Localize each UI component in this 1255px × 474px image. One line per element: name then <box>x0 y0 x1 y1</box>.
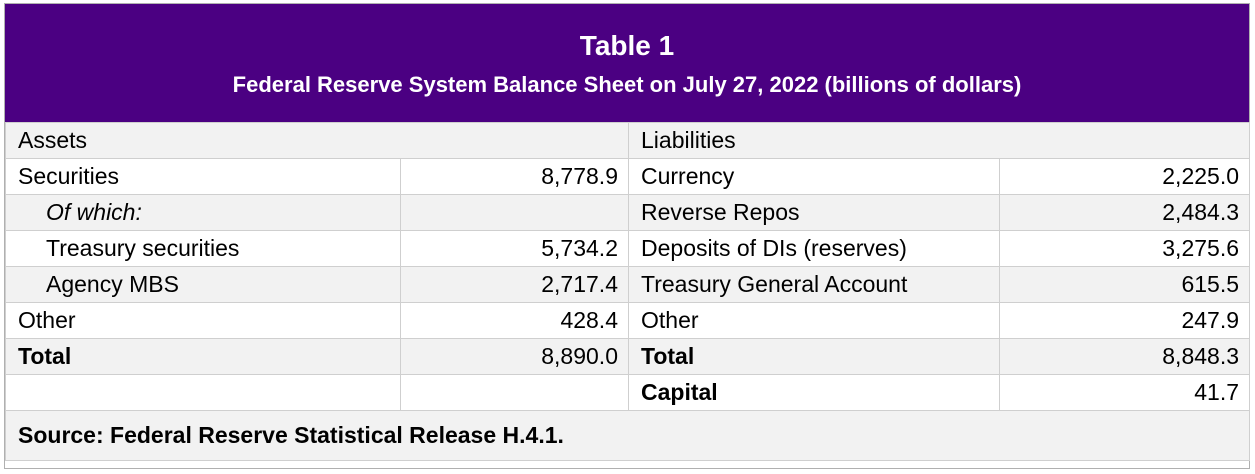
table-subtitle: Federal Reserve System Balance Sheet on … <box>232 72 1022 97</box>
asset-value <box>400 374 629 411</box>
liability-label: Other <box>628 302 1000 339</box>
liability-value: 615.5 <box>998 266 1251 303</box>
liability-value: 2,484.3 <box>998 194 1251 231</box>
table-header: Table 1 Federal Reserve System Balance S… <box>5 4 1249 122</box>
liability-label: Reverse Repos <box>628 194 1000 231</box>
asset-label: Agency MBS <box>5 266 401 303</box>
table-row: Agency MBS 2,717.4 Treasury General Acco… <box>5 266 1251 303</box>
asset-label: Treasury securities <box>5 230 401 267</box>
total-row: Total 8,890.0 Total 8,848.3 <box>5 338 1251 375</box>
liability-total-label: Total <box>628 338 1000 375</box>
liability-value: 247.9 <box>998 302 1251 339</box>
liability-total-value: 8,848.3 <box>998 338 1251 375</box>
table-title: Table 1 <box>579 30 675 61</box>
asset-label: Securities <box>5 158 401 195</box>
capital-label: Capital <box>628 374 1000 411</box>
balance-sheet-table: Assets Liabilities Securities 8,778.9 Cu… <box>4 122 1251 461</box>
table-row: Other 428.4 Other 247.9 <box>5 302 1251 339</box>
assets-column-header: Assets <box>5 122 629 159</box>
source-note: Source: Federal Reserve Statistical Rele… <box>4 410 1251 461</box>
balance-sheet-table-frame: Table 1 Federal Reserve System Balance S… <box>4 3 1251 469</box>
capital-row: Capital 41.7 <box>5 374 1251 411</box>
table-row: Treasury securities 5,734.2 Deposits of … <box>5 230 1251 267</box>
asset-value <box>400 194 629 231</box>
liabilities-column-header: Liabilities <box>627 122 1251 159</box>
asset-label <box>5 374 401 411</box>
asset-value: 428.4 <box>400 302 629 339</box>
column-header-row: Assets Liabilities <box>5 122 1251 159</box>
liability-value: 3,275.6 <box>998 230 1251 267</box>
asset-label: Of which: <box>5 194 401 231</box>
asset-total-value: 8,890.0 <box>400 338 629 375</box>
asset-value: 8,778.9 <box>400 158 629 195</box>
table-row: Of which: Reverse Repos 2,484.3 <box>5 194 1251 231</box>
asset-total-label: Total <box>5 338 401 375</box>
asset-label: Other <box>5 302 401 339</box>
capital-value: 41.7 <box>998 374 1251 411</box>
source-row: Source: Federal Reserve Statistical Rele… <box>4 410 1251 461</box>
liability-label: Currency <box>628 158 1000 195</box>
asset-value: 2,717.4 <box>400 266 629 303</box>
table-row: Securities 8,778.9 Currency 2,225.0 <box>5 158 1251 195</box>
liability-label: Deposits of DIs (reserves) <box>628 230 1000 267</box>
liability-value: 2,225.0 <box>998 158 1251 195</box>
asset-value: 5,734.2 <box>400 230 629 267</box>
liability-label: Treasury General Account <box>628 266 1000 303</box>
